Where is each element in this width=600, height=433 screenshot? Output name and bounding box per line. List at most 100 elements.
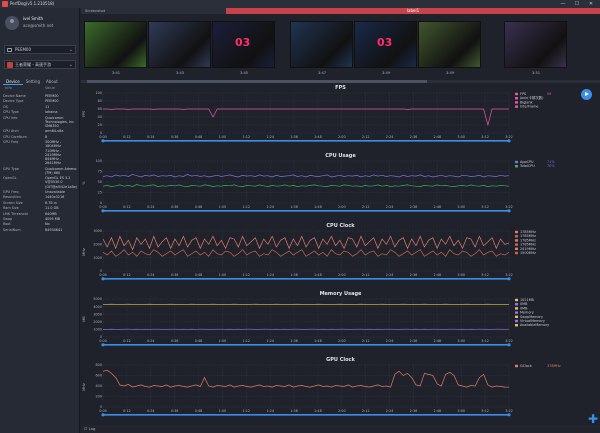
x-tick-label: 1:24 xyxy=(266,135,274,139)
x-tick-label: 1:36 xyxy=(290,135,298,139)
thumbnail-time: 3:47 xyxy=(318,71,327,75)
thumbnail-badge: 03 xyxy=(377,36,393,49)
y-tick-label: 100 xyxy=(96,91,102,95)
range-handle-end[interactable] xyxy=(507,277,511,281)
play-button[interactable] xyxy=(581,89,592,100)
x-tick-label: 2:12 xyxy=(362,339,370,343)
x-tick-label: 2:12 xyxy=(362,205,370,209)
y-tick-label: 75 xyxy=(98,170,102,174)
y-tick-label: 400 xyxy=(96,384,102,388)
legend-label: 1785MHz xyxy=(520,243,536,247)
chart-svg: MB 0 1000 2000 3000 4000 5000 0:00 0:12 0:24 0:36 0… xyxy=(82,297,549,347)
x-tick-label: 2:12 xyxy=(362,273,370,277)
label-marker[interactable]: label1 xyxy=(226,8,600,14)
legend-value: 70% xyxy=(547,164,555,168)
range-handle-end[interactable] xyxy=(507,209,511,213)
chart-svg: MHz 0 1000 2000 3000 0:00 0:12 0:24 0:36 0:48 1:00… xyxy=(82,229,536,281)
legend-swatch xyxy=(515,364,518,368)
app-select[interactable]: 王者荣耀 - 高速手游 ⌄ xyxy=(4,60,76,69)
range-handle-end[interactable] xyxy=(507,139,511,143)
time-range-bar[interactable] xyxy=(103,210,509,212)
thumbnail-time: 3:51 xyxy=(532,71,541,75)
time-range-bar[interactable] xyxy=(103,344,509,346)
chart-title: FPS xyxy=(335,85,346,91)
range-handle-end[interactable] xyxy=(507,343,511,347)
info-value: OpenGL ES 3.2 V@0530.0 (GIT@af442e1a8e) xyxy=(45,176,78,189)
screenshot-thumbnail[interactable] xyxy=(504,21,567,68)
info-row: Ram Size 11.0 GB xyxy=(3,206,77,210)
y-tick-label: 2000 xyxy=(93,243,102,247)
time-range-bar[interactable] xyxy=(103,278,509,280)
thumbnail-scrollbar[interactable] xyxy=(81,80,600,83)
series-line-gclock xyxy=(102,369,510,388)
minimize-button[interactable]: — xyxy=(560,1,566,7)
x-tick-label: 0:36 xyxy=(171,339,179,343)
legend-swatch xyxy=(515,307,518,310)
tab-setting[interactable]: Setting xyxy=(25,79,41,84)
user-panel[interactable]: ivel Smith ace@smith.net xyxy=(5,14,75,38)
avatar[interactable] xyxy=(5,16,19,30)
range-handle-start[interactable] xyxy=(101,343,105,347)
info-value: PEEM00 xyxy=(45,99,59,104)
x-tick-label: 0:12 xyxy=(123,273,131,277)
range-handle-start[interactable] xyxy=(101,277,105,281)
screenshot-thumbnail[interactable]: 03 xyxy=(354,21,417,68)
log-label: Log xyxy=(88,426,96,431)
info-value: 4095 MB xyxy=(45,216,60,221)
info-key: CPU Arch xyxy=(3,129,19,134)
legend-swatch xyxy=(515,319,518,323)
legend-label: GClock xyxy=(520,364,532,368)
info-key: Swap xyxy=(3,216,13,221)
x-tick-label: 3:00 xyxy=(457,205,465,209)
range-handle-start[interactable] xyxy=(101,139,105,143)
info-header: Info Value xyxy=(3,86,77,92)
info-value: Unavailable xyxy=(45,189,65,194)
screenshot-thumbnail[interactable] xyxy=(84,21,147,68)
x-tick-label: 2:48 xyxy=(434,135,442,139)
x-tick-label: 1:36 xyxy=(290,409,298,413)
x-tick-label: 1:48 xyxy=(314,339,322,343)
info-row: CPU Freq 300MHz - 1804MHz 710MHz - 2419MH… xyxy=(3,140,77,165)
legend-label: InterFrame xyxy=(520,105,539,109)
info-value: 11 xyxy=(45,104,50,109)
info-row: Resolution 1440x3216 xyxy=(3,195,77,199)
tab-about[interactable]: About xyxy=(46,79,58,84)
legend-swatch xyxy=(515,160,518,164)
x-tick-label: 2:00 xyxy=(338,409,346,413)
chart-fps: FPS FPS 0 20 40 60 80 100 0:00 0:12 0:24 0:36 0:48 1:… xyxy=(81,85,600,147)
info-row: CPU Info Qualcomm Technologies, Inc SM835… xyxy=(3,116,77,129)
y-tick-label: 1000 xyxy=(93,328,102,332)
screenshot-thumbnail[interactable] xyxy=(418,21,481,68)
device-select[interactable]: PEEM00 ⌄ xyxy=(4,45,76,54)
tab-device[interactable]: Device xyxy=(3,78,23,85)
y-tick-label: 25 xyxy=(98,191,102,195)
x-tick-label: 1:12 xyxy=(242,273,250,277)
screenshot-thumbnail[interactable] xyxy=(148,21,211,68)
info-row: Screen Size 6.78 in xyxy=(3,201,77,205)
device-info-list: Device Name PEEM00 Device Type PEEM00 OS 11 CP… xyxy=(3,94,77,233)
time-range-bar[interactable] xyxy=(103,414,509,416)
info-key: CPU Info xyxy=(3,115,18,120)
x-tick-label: 2:12 xyxy=(362,135,370,139)
x-tick-label: 2:36 xyxy=(410,409,418,413)
screenshot-thumbnail[interactable]: 03 xyxy=(212,21,275,68)
scrollbar-thumb[interactable] xyxy=(87,80,427,83)
time-range-bar[interactable] xyxy=(103,140,509,142)
info-key: SerialNum xyxy=(3,227,21,232)
close-button[interactable]: ✕ xyxy=(588,1,594,7)
sidebar: ivel Smith ace@smith.net PEEM00 ⌄ 王者荣耀 -… xyxy=(0,8,80,433)
info-value: 11.0 GB xyxy=(45,206,59,211)
add-chart-icon[interactable]: ✚ xyxy=(588,412,599,426)
x-tick-label: 0:12 xyxy=(123,339,131,343)
range-handle-end[interactable] xyxy=(507,413,511,417)
log-toggle[interactable]: ☐ Log xyxy=(84,426,96,431)
range-handle-start[interactable] xyxy=(101,413,105,417)
range-handle-start[interactable] xyxy=(101,209,105,213)
info-key: Ram Size xyxy=(3,206,19,211)
screenshot-thumbnail[interactable] xyxy=(290,21,353,68)
legend-label: VirtualMemory xyxy=(520,319,545,323)
series-line-fps xyxy=(103,108,509,127)
maximize-button[interactable]: ☐ xyxy=(574,1,580,7)
x-tick-label: 2:36 xyxy=(410,135,418,139)
